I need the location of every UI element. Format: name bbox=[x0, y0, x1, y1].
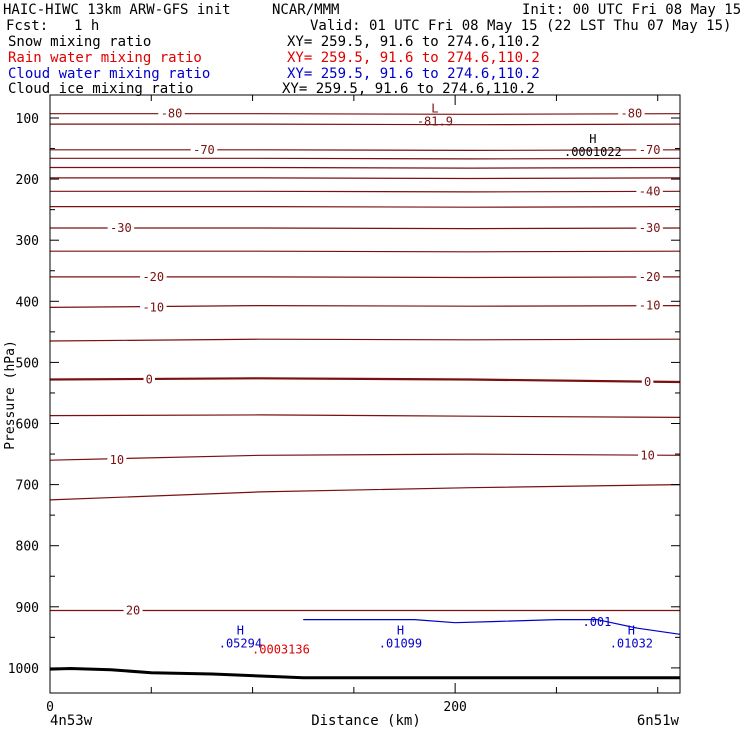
contour-label-bg bbox=[636, 270, 663, 283]
terrain-line bbox=[49, 666, 680, 680]
temperature-contour bbox=[50, 123, 681, 126]
field-xy-rain: XY= 259.5, 91.6 to 274.6,110.2 bbox=[287, 50, 540, 66]
contour-label: -80 bbox=[161, 107, 183, 121]
contour-label: -20 bbox=[639, 270, 661, 284]
plot-frame bbox=[49, 94, 681, 694]
y-tick-label: 100 bbox=[16, 112, 39, 127]
contour-label: 10 bbox=[110, 453, 124, 467]
field-xy-cloud-water: XY= 259.5, 91.6 to 274.6,110.2 bbox=[287, 66, 540, 82]
temperature-contour bbox=[50, 190, 681, 193]
extremum-value: .01032 bbox=[610, 636, 653, 650]
contour-label-bg bbox=[158, 107, 185, 120]
contour-label: 0 bbox=[146, 373, 153, 387]
contour-label: -70 bbox=[639, 143, 661, 157]
extremum-mark: H bbox=[628, 623, 635, 637]
contour-label-bg bbox=[190, 143, 218, 156]
org-label: NCAR/MMM bbox=[272, 2, 340, 18]
temperature-contour bbox=[50, 227, 681, 230]
contour-label-bg bbox=[140, 270, 167, 283]
x-left-endpoint-label: 4n53w bbox=[50, 713, 93, 729]
extremum-mark: H bbox=[589, 132, 596, 146]
chart-title: HAIC-HIWC 13km ARW-GFS init bbox=[3, 2, 231, 18]
contour-label: 20 bbox=[126, 603, 140, 617]
contour-label-bg bbox=[638, 449, 658, 462]
contour-label: -30 bbox=[639, 221, 661, 235]
extremum-value: .001 bbox=[582, 615, 611, 629]
extremum-mark: L bbox=[431, 102, 438, 116]
temperature-contour bbox=[50, 113, 681, 115]
temperature-contour bbox=[50, 166, 681, 169]
temperature-contours bbox=[49, 113, 681, 612]
field-name-cloud-water: Cloud water mixing ratio bbox=[8, 66, 211, 82]
init-time: Init: 00 UTC Fri 08 May 15 bbox=[522, 2, 740, 18]
contour-label-bg bbox=[143, 373, 156, 386]
temperature-contour bbox=[50, 250, 681, 253]
y-tick-label: 600 bbox=[16, 418, 39, 433]
contour-label-bg bbox=[636, 185, 663, 198]
extremum-mark: H bbox=[397, 623, 404, 637]
y-tick-label: 900 bbox=[16, 601, 39, 616]
temperature-contour bbox=[49, 484, 681, 501]
y-tick-label: 400 bbox=[16, 295, 39, 310]
x-axis-title: Distance (km) bbox=[311, 713, 421, 729]
contour-label: 0 bbox=[644, 375, 651, 389]
contour-label-bg bbox=[636, 143, 663, 156]
temperature-contour bbox=[49, 414, 681, 418]
temperature-contour bbox=[50, 157, 681, 160]
extrema-labels: L-81.9H.0001022H.05294H.01099H.01032.000… bbox=[219, 102, 653, 657]
field-xy-snow: XY= 259.5, 91.6 to 274.6,110.2 bbox=[287, 34, 540, 50]
field-name-cloud-ice: Cloud ice mixing ratio bbox=[8, 81, 194, 97]
extremum-value: .0001022 bbox=[564, 145, 622, 159]
contour-label-bg bbox=[636, 221, 663, 234]
terrain-surface bbox=[49, 666, 680, 680]
y-tick-label: 300 bbox=[16, 234, 39, 249]
contour-label: -30 bbox=[110, 221, 132, 235]
x-tick-label: 0 bbox=[46, 700, 54, 715]
x-tick-label: 200 bbox=[443, 700, 466, 715]
contour-label-bg bbox=[107, 221, 135, 234]
x-right-endpoint-label: 6n51w bbox=[637, 713, 680, 729]
extremum-value: .01099 bbox=[379, 636, 422, 650]
y-tick-label: 800 bbox=[16, 540, 39, 555]
valid-time: Valid: 01 UTC Fri 08 May 15 (22 LST Thu … bbox=[310, 18, 732, 34]
y-tick-label: 200 bbox=[16, 173, 39, 188]
contour-labels: -80 -80 -70 -70 -40 -30 -30 -20 -20 -10 -10 0 0 10 10 2… bbox=[107, 107, 663, 617]
extremum-mark: H bbox=[237, 623, 244, 637]
temperature-contour bbox=[49, 453, 681, 461]
temperature-contour bbox=[49, 338, 681, 342]
contour-label: -10 bbox=[142, 300, 164, 314]
fcst-value: 1 h bbox=[74, 18, 100, 34]
contour-label: -80 bbox=[621, 107, 643, 121]
temperature-contour bbox=[50, 206, 681, 208]
field-xy-cloud-ice: XY= 259.5, 91.6 to 274.6,110.2 bbox=[282, 81, 535, 97]
contour-label-bg bbox=[636, 299, 663, 312]
extremum-value: .0003136 bbox=[252, 643, 310, 657]
contour-label: -20 bbox=[142, 270, 164, 284]
contour-label: -40 bbox=[639, 184, 661, 198]
temperature-contour bbox=[50, 149, 681, 151]
cloud-water-contour-line bbox=[303, 618, 681, 635]
contour-label: -70 bbox=[193, 143, 215, 157]
extremum-value: .05294 bbox=[219, 636, 262, 650]
temperature-contour bbox=[50, 177, 681, 180]
contour-label-bg bbox=[123, 604, 143, 617]
field-name-snow: Snow mixing ratio bbox=[8, 34, 152, 50]
y-tick-label: 500 bbox=[16, 356, 39, 371]
cloud-water-contour bbox=[303, 618, 681, 635]
fcst-label: Fcst: bbox=[6, 18, 49, 34]
contour-label-bg bbox=[107, 454, 127, 467]
field-name-rain: Rain water mixing ratio bbox=[8, 50, 202, 66]
contour-label-bg bbox=[641, 375, 654, 388]
y-tick-label: 700 bbox=[16, 479, 39, 494]
contour-label-bg bbox=[618, 107, 645, 120]
y-tick-label: 1000 bbox=[8, 662, 39, 677]
y-axis-title: Pressure (hPa) bbox=[3, 340, 18, 450]
extremum-value: -81.9 bbox=[417, 115, 453, 129]
x-axis: 0 200 bbox=[46, 95, 659, 715]
contour-label-bg bbox=[140, 301, 167, 314]
contour-label: -10 bbox=[639, 299, 661, 313]
contour-label: 10 bbox=[640, 448, 654, 462]
